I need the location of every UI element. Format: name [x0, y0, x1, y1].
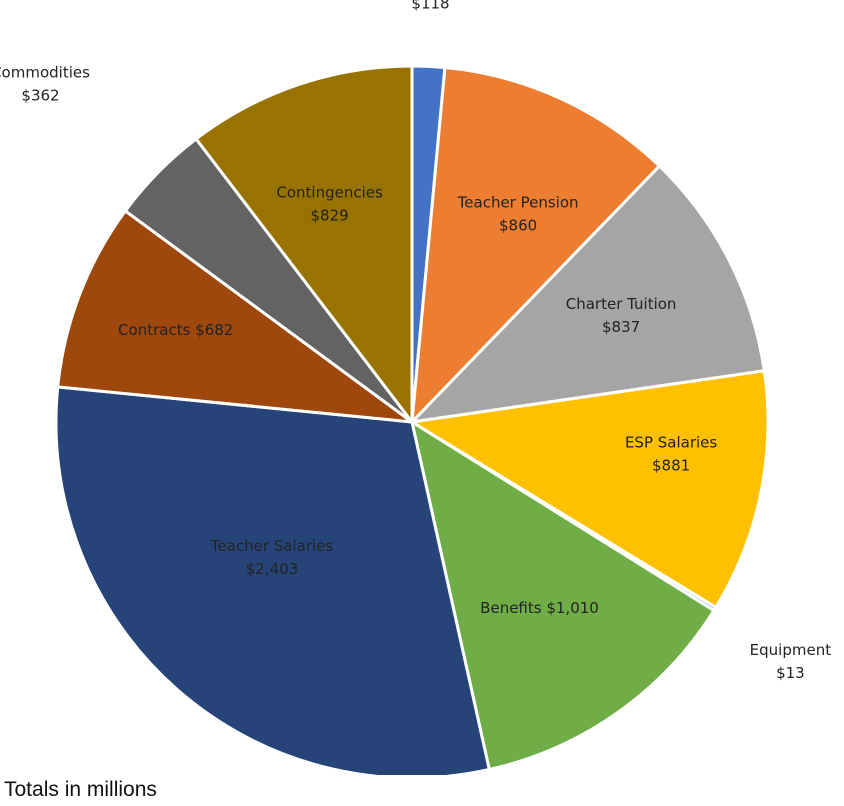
data-label-teacher-pension: Teacher Pension $860 [457, 193, 579, 234]
data-label-contracts: Contracts $682 [118, 321, 233, 339]
footnote: Totals in millions [4, 778, 157, 801]
data-label-commodities: Commodities $362 [0, 63, 90, 104]
pie-labels: Transportation$118 Teacher Pension$860 Cha… [0, 0, 831, 682]
pie-slice-contracts [56, 209, 414, 424]
data-label-teacher-salaries: Teacher Salaries $2,403 [210, 537, 334, 578]
pie-slice-teacher-pension [410, 66, 661, 424]
data-label-contingencies: Contingencies $829 [276, 184, 383, 225]
pie-slice-contingencies [194, 64, 414, 424]
pie-slice-benefits [410, 420, 716, 772]
pie-slice-teacher-salaries [54, 385, 491, 775]
pie-slice-esp-salaries [410, 369, 770, 609]
data-label-equipment: Equipment $13 [750, 641, 832, 682]
data-label-charter-tuition: Charter Tuition $837 [566, 295, 677, 336]
data-label-transportation: Transportation$118 [375, 0, 484, 13]
pie-slice-charter-tuition [410, 164, 766, 424]
data-label-esp-salaries: ESP Salaries $881 [625, 433, 717, 474]
pie-chart: Transportation$118 Teacher Pension$860 Cha… [0, 0, 831, 775]
pie-slices [54, 64, 770, 775]
data-label-benefits: Benefits $1,010 [480, 599, 599, 617]
